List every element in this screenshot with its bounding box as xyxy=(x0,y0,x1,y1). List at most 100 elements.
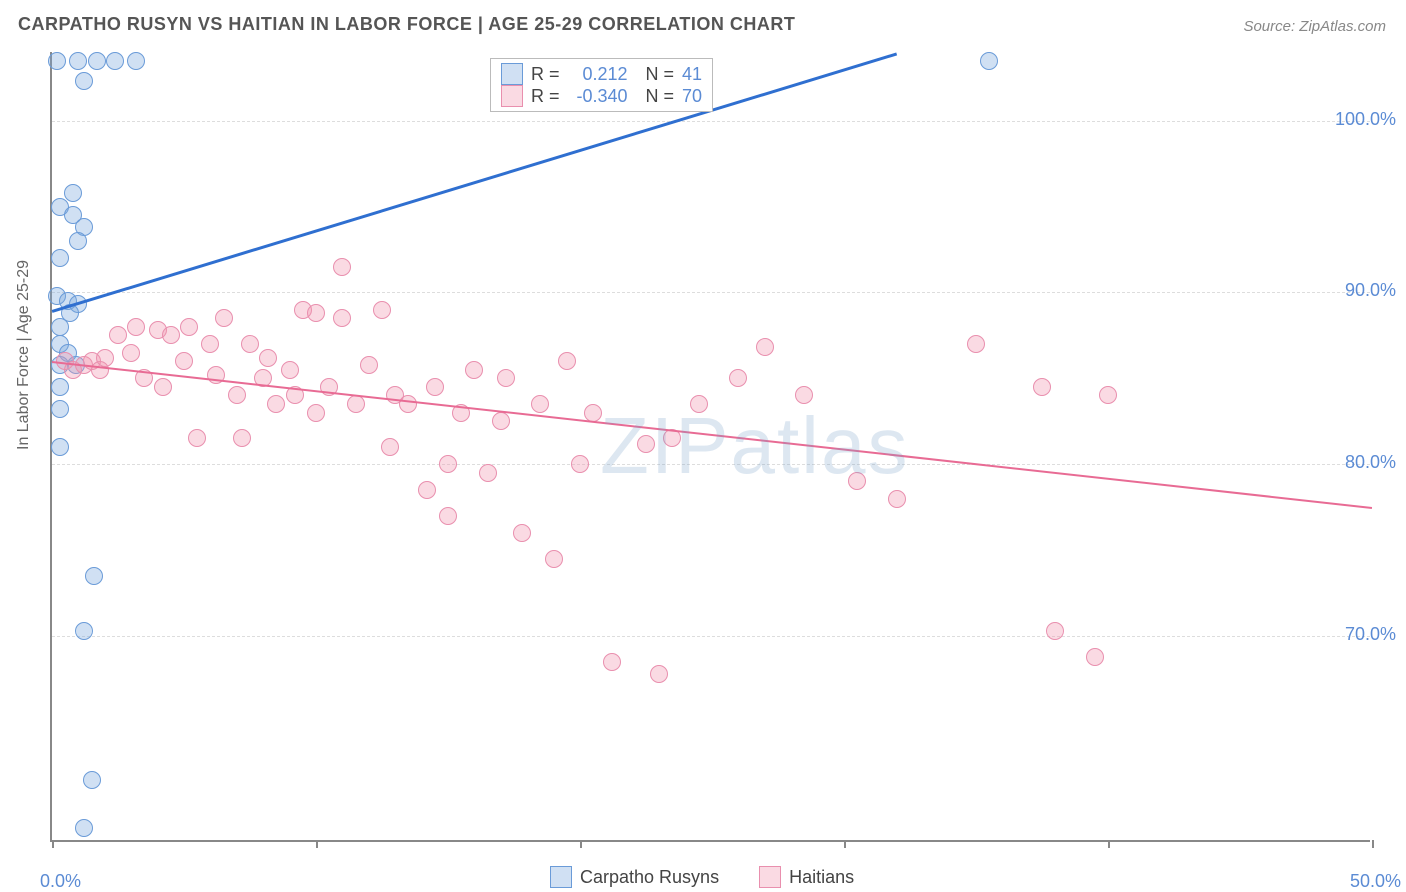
stat-r-value: 0.212 xyxy=(568,64,628,85)
data-point xyxy=(426,378,444,396)
data-point xyxy=(347,395,365,413)
data-point xyxy=(64,184,82,202)
data-point xyxy=(492,412,510,430)
gridline xyxy=(52,292,1370,293)
data-point xyxy=(571,455,589,473)
data-point xyxy=(51,249,69,267)
data-point xyxy=(75,819,93,837)
data-point xyxy=(465,361,483,379)
data-point xyxy=(51,400,69,418)
data-point xyxy=(307,404,325,422)
data-point xyxy=(109,326,127,344)
data-point xyxy=(83,771,101,789)
data-point xyxy=(228,386,246,404)
data-point xyxy=(584,404,602,422)
y-tick-label: 70.0% xyxy=(1345,624,1396,645)
data-point xyxy=(603,653,621,671)
data-point xyxy=(333,309,351,327)
data-point xyxy=(888,490,906,508)
data-point xyxy=(513,524,531,542)
data-point xyxy=(381,438,399,456)
legend-item: Haitians xyxy=(759,866,854,888)
legend-swatch xyxy=(550,866,572,888)
data-point xyxy=(127,52,145,70)
legend-label: Haitians xyxy=(789,867,854,888)
data-point xyxy=(122,344,140,362)
data-point xyxy=(497,369,515,387)
data-point xyxy=(154,378,172,396)
data-point xyxy=(729,369,747,387)
trend-line xyxy=(52,52,898,312)
data-point xyxy=(127,318,145,336)
legend-swatch xyxy=(501,63,523,85)
x-tick xyxy=(316,840,318,848)
stat-n-label: N = xyxy=(636,64,675,85)
x-tick xyxy=(844,840,846,848)
data-point xyxy=(690,395,708,413)
data-point xyxy=(439,455,457,473)
data-point xyxy=(399,395,417,413)
data-point xyxy=(267,395,285,413)
data-point xyxy=(848,472,866,490)
data-point xyxy=(373,301,391,319)
data-point xyxy=(795,386,813,404)
data-point xyxy=(967,335,985,353)
stat-n-label: N = xyxy=(636,86,675,107)
y-tick-label: 100.0% xyxy=(1335,109,1396,130)
data-point xyxy=(233,429,251,447)
plot-area xyxy=(50,52,1370,842)
x-tick xyxy=(580,840,582,848)
legend-stats-row: R = 0.212 N = 41 xyxy=(501,63,702,85)
stat-r-label: R = xyxy=(531,64,560,85)
data-point xyxy=(259,349,277,367)
data-point xyxy=(51,438,69,456)
legend-swatch xyxy=(501,85,523,107)
data-point xyxy=(188,429,206,447)
data-point xyxy=(637,435,655,453)
data-point xyxy=(96,349,114,367)
data-point xyxy=(558,352,576,370)
data-point xyxy=(75,72,93,90)
data-point xyxy=(215,309,233,327)
data-point xyxy=(241,335,259,353)
data-point xyxy=(531,395,549,413)
y-axis-label: In Labor Force | Age 25-29 xyxy=(15,260,33,450)
data-point xyxy=(1099,386,1117,404)
data-point xyxy=(85,567,103,585)
x-tick-label-0: 0.0% xyxy=(40,871,81,892)
data-point xyxy=(201,335,219,353)
legend-bottom: Carpatho Rusyns Haitians xyxy=(550,866,854,888)
data-point xyxy=(1046,622,1064,640)
y-tick-label: 90.0% xyxy=(1345,280,1396,301)
gridline xyxy=(52,121,1370,122)
x-tick xyxy=(1372,840,1374,848)
data-point xyxy=(756,338,774,356)
data-point xyxy=(180,318,198,336)
data-point xyxy=(479,464,497,482)
data-point xyxy=(360,356,378,374)
legend-item: Carpatho Rusyns xyxy=(550,866,719,888)
y-tick-label: 80.0% xyxy=(1345,452,1396,473)
data-point xyxy=(75,622,93,640)
source-label: Source: ZipAtlas.com xyxy=(1243,18,1386,35)
x-tick xyxy=(52,840,54,848)
stat-r-value: -0.340 xyxy=(568,86,628,107)
data-point xyxy=(106,52,124,70)
legend-swatch xyxy=(759,866,781,888)
data-point xyxy=(281,361,299,379)
legend-stats-row: R = -0.340 N = 70 xyxy=(501,85,702,107)
data-point xyxy=(48,52,66,70)
data-point xyxy=(1033,378,1051,396)
legend-label: Carpatho Rusyns xyxy=(580,867,719,888)
data-point xyxy=(307,304,325,322)
data-point xyxy=(69,232,87,250)
data-point xyxy=(69,52,87,70)
x-tick-label-50: 50.0% xyxy=(1350,871,1401,892)
data-point xyxy=(162,326,180,344)
data-point xyxy=(545,550,563,568)
data-point xyxy=(175,352,193,370)
data-point xyxy=(418,481,436,499)
data-point xyxy=(439,507,457,525)
data-point xyxy=(333,258,351,276)
data-point xyxy=(1086,648,1104,666)
